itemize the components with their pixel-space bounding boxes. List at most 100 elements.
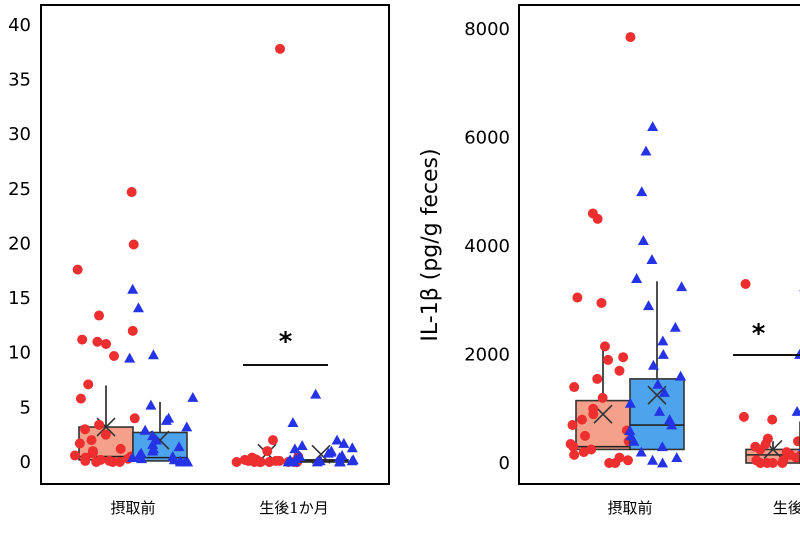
data-point-circle [80, 455, 91, 466]
data-point-circle [592, 373, 603, 384]
data-point-triangle [646, 254, 658, 264]
data-point-triangle [658, 386, 670, 397]
y-tick-label: 35 [8, 69, 31, 90]
mean-marker [763, 439, 783, 460]
data-point-circle [274, 455, 285, 466]
x-category-label: 生後1か月 [259, 499, 329, 517]
data-point-circle [69, 450, 80, 461]
data-point-triangle [791, 405, 800, 416]
left-chart-panel: 0 5 10 15 20 25 30 35 40 摂取前 生後1か月 * [8, 4, 390, 517]
data-point-triangle [322, 447, 334, 458]
x-category-label: 摂取前 [607, 499, 652, 517]
data-point-triangle [657, 349, 669, 359]
x-category-label: 摂取前 [110, 499, 155, 517]
plot-frame [518, 4, 800, 485]
data-point-circle [569, 382, 580, 393]
y-tick-label: 0 [499, 453, 510, 474]
data-point-circle [127, 325, 138, 336]
significance-star: * [752, 319, 766, 349]
data-point-circle [267, 435, 278, 446]
data-point-circle [75, 393, 86, 404]
data-point-circle [77, 334, 88, 345]
data-point-triangle [656, 441, 668, 452]
data-point-circle [767, 414, 778, 425]
data-point-circle [580, 430, 591, 441]
data-point-circle [625, 32, 636, 43]
data-point-triangle [637, 235, 649, 245]
mean-marker [311, 444, 331, 464]
data-point-triangle [640, 145, 652, 156]
data-point-triangle [675, 370, 687, 381]
data-point-triangle [652, 378, 664, 389]
data-point-circle [796, 452, 800, 463]
data-point-triangle [346, 455, 358, 466]
data-point-circle [793, 436, 800, 447]
data-point-triangle [147, 439, 159, 449]
data-point-triangle [647, 359, 659, 370]
data-point-circle [568, 441, 579, 452]
data-point-triangle [187, 392, 199, 402]
data-point-circle [126, 187, 137, 198]
data-point-triangle [794, 349, 800, 359]
data-point-circle [604, 458, 615, 468]
data-point-circle [74, 438, 85, 449]
data-point-circle [597, 392, 608, 403]
plot-frame [40, 4, 390, 485]
data-point-circle [107, 457, 118, 467]
x-category-label: 生後1か [773, 499, 800, 517]
data-point-triangle [174, 456, 186, 467]
data-point-circle [114, 457, 125, 467]
y-tick-label: 0 [20, 452, 31, 473]
data-point-circle [264, 457, 275, 467]
y-tick-label: 25 [8, 179, 31, 200]
data-point-triangle [635, 446, 647, 457]
mean-marker [96, 417, 116, 437]
data-point-circle [567, 420, 578, 431]
data-point-circle [777, 458, 788, 468]
box-iqr [575, 399, 631, 451]
y-tick-label: 8000 [464, 19, 510, 40]
data-point-triangle [124, 352, 136, 363]
data-point-circle [94, 310, 105, 321]
data-point-triangle [624, 424, 636, 435]
data-point-circle [101, 338, 112, 349]
data-point-triangle [657, 457, 669, 468]
data-point-triangle [126, 452, 138, 463]
data-point-triangle [647, 454, 659, 465]
data-point-circle [614, 365, 625, 376]
data-point-circle [275, 43, 286, 54]
data-point-triangle [310, 388, 322, 399]
data-point-triangle [139, 424, 151, 435]
data-point-circle [755, 458, 766, 468]
y-tick-label: 10 [8, 343, 31, 364]
y-tick-label: 40 [8, 15, 31, 36]
data-point-circle [92, 336, 103, 347]
data-point-triangle [331, 434, 343, 445]
y-tick-label: 6000 [464, 128, 510, 149]
data-point-circle [588, 409, 599, 420]
mean-marker [647, 385, 667, 405]
data-point-circle [262, 446, 273, 457]
data-point-circle [577, 414, 588, 425]
data-point-triangle [289, 443, 301, 454]
data-point-circle [740, 278, 751, 289]
data-point-triangle [127, 283, 139, 294]
data-point-circle [231, 457, 242, 467]
y-tick-label: 4000 [464, 236, 510, 257]
data-point-circle [578, 447, 589, 458]
data-point-circle [603, 354, 614, 365]
data-point-triangle [147, 349, 159, 360]
data-point-triangle [338, 437, 350, 448]
data-point-circle [83, 379, 94, 390]
data-point-circle [592, 213, 603, 224]
data-point-circle [767, 458, 778, 468]
data-point-triangle [173, 441, 185, 452]
data-point-circle [91, 457, 102, 467]
data-point-circle [596, 297, 607, 308]
data-point-circle [129, 413, 140, 424]
data-point-triangle [676, 281, 688, 292]
significance-star: * [279, 327, 293, 357]
data-point-triangle [311, 456, 323, 467]
y-tick-label: 30 [8, 124, 31, 145]
